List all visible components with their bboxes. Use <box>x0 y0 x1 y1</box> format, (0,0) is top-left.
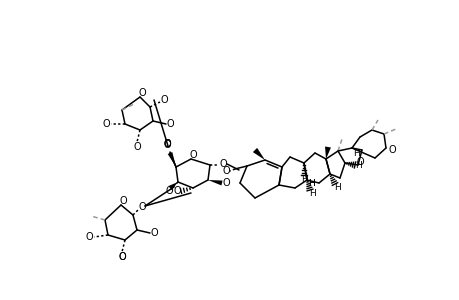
Polygon shape <box>168 182 178 190</box>
Text: H: H <box>355 160 362 169</box>
Text: O: O <box>189 150 196 160</box>
Text: O: O <box>166 119 174 129</box>
Text: O: O <box>222 178 230 188</box>
Text: O: O <box>163 139 170 149</box>
Text: H: H <box>308 179 315 188</box>
Text: H: H <box>353 148 359 158</box>
Polygon shape <box>168 152 176 167</box>
Text: O: O <box>150 228 157 238</box>
Text: O: O <box>138 88 146 98</box>
Polygon shape <box>325 146 330 159</box>
Text: O: O <box>218 159 226 169</box>
Text: O: O <box>119 196 127 206</box>
Text: O: O <box>163 139 170 149</box>
Text: O: O <box>165 186 173 196</box>
Text: O: O <box>85 232 93 242</box>
Text: O: O <box>138 202 146 212</box>
Text: H: H <box>301 175 308 184</box>
Polygon shape <box>207 180 222 185</box>
Text: O: O <box>102 119 110 129</box>
Text: O: O <box>118 252 126 262</box>
Text: H: H <box>308 179 315 188</box>
Text: O: O <box>173 186 180 196</box>
Polygon shape <box>252 148 264 160</box>
Text: H: H <box>334 184 341 193</box>
Text: H: H <box>309 190 316 199</box>
Text: O: O <box>133 142 140 152</box>
Text: O: O <box>355 157 363 167</box>
Text: O: O <box>118 252 126 262</box>
Text: O: O <box>387 145 395 155</box>
Text: O: O <box>163 140 170 150</box>
Text: O: O <box>222 166 230 176</box>
Text: O: O <box>160 95 168 105</box>
